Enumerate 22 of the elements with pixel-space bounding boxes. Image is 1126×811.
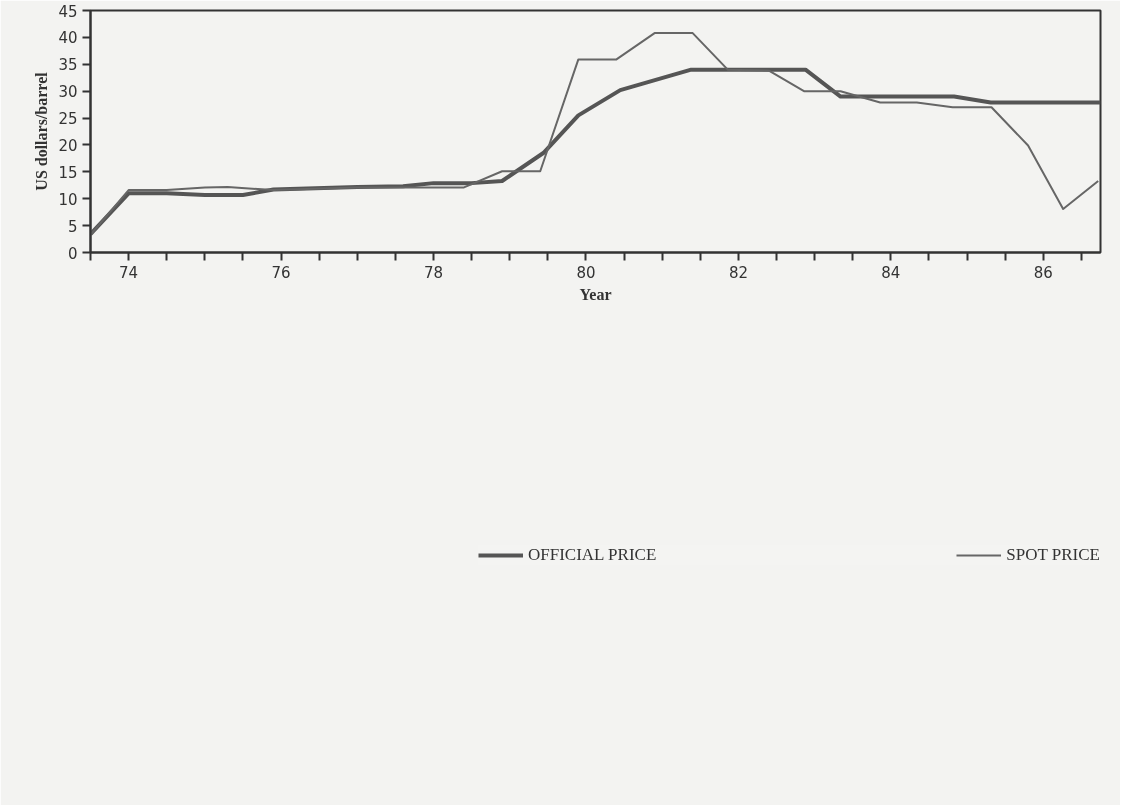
x-tick-label: 80	[576, 263, 596, 282]
legend-label: OFFICIAL PRICE	[527, 545, 657, 565]
y-tick-label: 35	[58, 56, 78, 75]
y-tick-label: 30	[58, 83, 78, 102]
x-tick-label: 86	[1033, 263, 1053, 282]
y-tick-label: 20	[58, 136, 78, 155]
y-tick-label: 40	[58, 29, 78, 48]
x-tick-label: 84	[881, 263, 901, 282]
y-tick-label: 0	[67, 244, 78, 263]
x-tick-label: 76	[271, 263, 291, 282]
legend-label: SPOT PRICE	[1006, 545, 1100, 565]
x-axis-title: Year	[579, 285, 612, 303]
y-tick-label: 15	[58, 163, 78, 182]
x-tick-label: 74	[119, 263, 139, 282]
y-tick-label: 45	[58, 2, 78, 21]
y-tick-label: 10	[58, 190, 78, 209]
y-axis-title: US dollars/barrel	[33, 71, 51, 191]
line-series	[90, 32, 1100, 236]
y-tick-label: 25	[58, 110, 78, 129]
x-tick-label: 82	[728, 263, 748, 282]
x-tick-label: 78	[423, 263, 444, 282]
y-tick-label: 5	[67, 217, 78, 236]
